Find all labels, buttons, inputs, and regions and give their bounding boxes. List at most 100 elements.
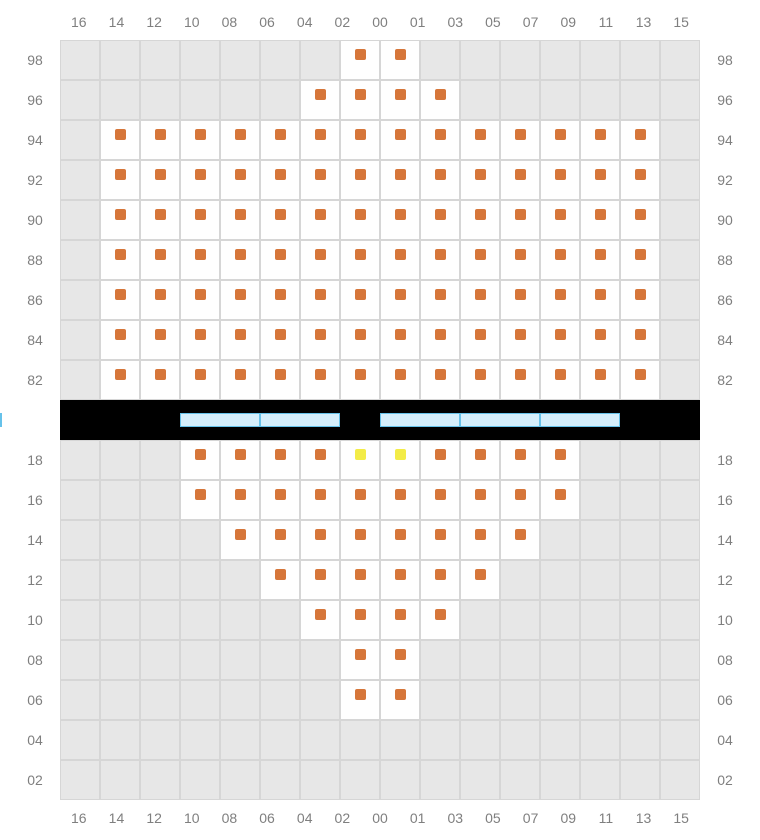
seat-marker[interactable] bbox=[235, 529, 246, 540]
seat-cell[interactable] bbox=[220, 120, 260, 160]
seat-cell[interactable] bbox=[460, 240, 500, 280]
seat-cell[interactable] bbox=[420, 600, 460, 640]
seat-marker[interactable] bbox=[155, 129, 166, 140]
seat-cell[interactable] bbox=[220, 480, 260, 520]
seat-marker[interactable] bbox=[475, 289, 486, 300]
seat-marker[interactable] bbox=[395, 329, 406, 340]
seat-marker[interactable] bbox=[275, 209, 286, 220]
seat-cell[interactable] bbox=[260, 360, 300, 400]
seat-cell[interactable] bbox=[300, 240, 340, 280]
seat-cell[interactable] bbox=[300, 600, 340, 640]
seat-marker[interactable] bbox=[115, 249, 126, 260]
seat-marker[interactable] bbox=[275, 329, 286, 340]
seat-marker[interactable] bbox=[395, 169, 406, 180]
seat-marker[interactable] bbox=[155, 249, 166, 260]
seat-marker[interactable] bbox=[355, 609, 366, 620]
seat-cell[interactable] bbox=[540, 160, 580, 200]
seat-cell[interactable] bbox=[540, 480, 580, 520]
seat-marker[interactable] bbox=[195, 329, 206, 340]
seat-cell[interactable] bbox=[300, 360, 340, 400]
seat-marker[interactable] bbox=[195, 249, 206, 260]
seat-cell[interactable] bbox=[380, 120, 420, 160]
seat-cell[interactable] bbox=[460, 480, 500, 520]
seat-marker[interactable] bbox=[395, 689, 406, 700]
seat-cell[interactable] bbox=[540, 240, 580, 280]
seat-marker[interactable] bbox=[315, 449, 326, 460]
seat-marker[interactable] bbox=[235, 209, 246, 220]
seat-marker[interactable] bbox=[635, 169, 646, 180]
seat-cell[interactable] bbox=[180, 280, 220, 320]
seat-cell[interactable] bbox=[220, 520, 260, 560]
seat-cell[interactable] bbox=[420, 160, 460, 200]
seat-cell[interactable] bbox=[220, 360, 260, 400]
seat-marker[interactable] bbox=[515, 209, 526, 220]
seat-marker[interactable] bbox=[355, 169, 366, 180]
seat-marker[interactable] bbox=[395, 569, 406, 580]
seat-marker[interactable] bbox=[595, 329, 606, 340]
seat-cell[interactable] bbox=[140, 120, 180, 160]
seat-marker[interactable] bbox=[435, 329, 446, 340]
seat-marker[interactable] bbox=[275, 129, 286, 140]
seat-marker[interactable] bbox=[555, 449, 566, 460]
seat-cell[interactable] bbox=[180, 160, 220, 200]
seat-cell[interactable] bbox=[380, 560, 420, 600]
seat-cell[interactable] bbox=[300, 480, 340, 520]
seat-cell[interactable] bbox=[580, 200, 620, 240]
seat-cell[interactable] bbox=[140, 240, 180, 280]
seat-cell[interactable] bbox=[180, 320, 220, 360]
seat-cell[interactable] bbox=[340, 640, 380, 680]
seat-cell[interactable] bbox=[500, 480, 540, 520]
seat-marker[interactable] bbox=[475, 329, 486, 340]
seat-cell[interactable] bbox=[380, 600, 420, 640]
seat-marker-highlight[interactable] bbox=[355, 449, 366, 460]
seat-cell[interactable] bbox=[140, 360, 180, 400]
seat-marker[interactable] bbox=[435, 529, 446, 540]
seat-cell[interactable] bbox=[420, 320, 460, 360]
seat-cell[interactable] bbox=[620, 160, 660, 200]
seat-marker[interactable] bbox=[435, 449, 446, 460]
seat-cell[interactable] bbox=[340, 360, 380, 400]
seat-marker[interactable] bbox=[395, 489, 406, 500]
seat-marker[interactable] bbox=[595, 369, 606, 380]
seat-cell[interactable] bbox=[540, 440, 580, 480]
seat-cell[interactable] bbox=[220, 440, 260, 480]
seat-marker[interactable] bbox=[555, 329, 566, 340]
seat-marker[interactable] bbox=[435, 489, 446, 500]
seat-marker[interactable] bbox=[515, 329, 526, 340]
seat-marker[interactable] bbox=[195, 489, 206, 500]
seat-marker[interactable] bbox=[355, 289, 366, 300]
seat-cell[interactable] bbox=[620, 360, 660, 400]
seat-marker[interactable] bbox=[315, 249, 326, 260]
seat-marker[interactable] bbox=[435, 129, 446, 140]
seat-cell[interactable] bbox=[460, 320, 500, 360]
seat-marker[interactable] bbox=[235, 369, 246, 380]
seat-marker[interactable] bbox=[115, 289, 126, 300]
seat-cell[interactable] bbox=[540, 360, 580, 400]
seat-cell[interactable] bbox=[620, 120, 660, 160]
seat-cell[interactable] bbox=[380, 520, 420, 560]
seat-marker[interactable] bbox=[355, 249, 366, 260]
seat-marker[interactable] bbox=[355, 649, 366, 660]
seat-marker[interactable] bbox=[395, 289, 406, 300]
seat-marker[interactable] bbox=[275, 369, 286, 380]
seat-marker[interactable] bbox=[155, 369, 166, 380]
seat-cell[interactable] bbox=[340, 320, 380, 360]
seat-cell[interactable] bbox=[260, 120, 300, 160]
seat-marker[interactable] bbox=[275, 529, 286, 540]
seat-cell[interactable] bbox=[340, 160, 380, 200]
seat-cell[interactable] bbox=[500, 360, 540, 400]
seat-cell[interactable] bbox=[380, 240, 420, 280]
seat-marker[interactable] bbox=[435, 209, 446, 220]
seat-marker[interactable] bbox=[235, 329, 246, 340]
seat-cell[interactable] bbox=[300, 200, 340, 240]
seat-cell[interactable] bbox=[380, 160, 420, 200]
seat-marker[interactable] bbox=[555, 169, 566, 180]
seat-marker[interactable] bbox=[515, 449, 526, 460]
seat-cell[interactable] bbox=[620, 280, 660, 320]
seat-cell[interactable] bbox=[580, 160, 620, 200]
seat-marker[interactable] bbox=[475, 369, 486, 380]
seat-cell[interactable] bbox=[460, 360, 500, 400]
seat-marker[interactable] bbox=[515, 489, 526, 500]
seat-marker[interactable] bbox=[475, 249, 486, 260]
seat-marker[interactable] bbox=[195, 129, 206, 140]
